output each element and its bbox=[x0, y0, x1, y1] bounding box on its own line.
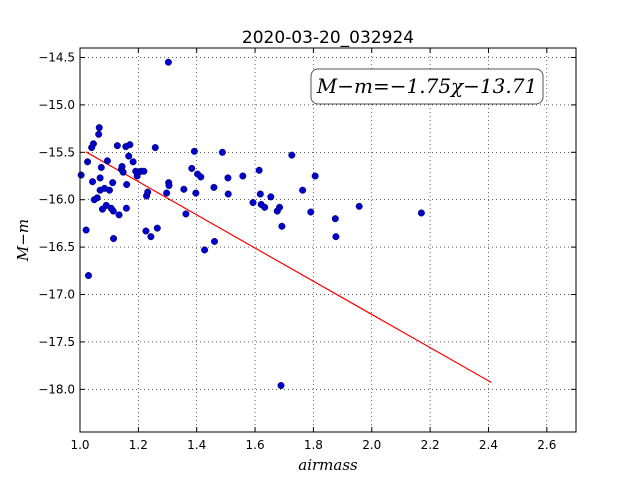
data-point bbox=[89, 140, 97, 148]
fit-equation-frame bbox=[310, 68, 544, 105]
data-point bbox=[96, 174, 104, 182]
data-point bbox=[192, 189, 200, 197]
plot-frame bbox=[79, 47, 577, 433]
data-point bbox=[190, 147, 198, 155]
data-point bbox=[89, 178, 97, 186]
data-point bbox=[119, 168, 127, 176]
data-point bbox=[93, 194, 101, 202]
x-tick-label: 1.8 bbox=[304, 438, 323, 452]
data-point bbox=[97, 163, 105, 171]
x-tick-label: 1.0 bbox=[70, 438, 89, 452]
data-point bbox=[126, 141, 134, 149]
data-point bbox=[133, 172, 141, 180]
data-point bbox=[188, 164, 196, 172]
data-point bbox=[277, 382, 285, 390]
x-tick-label: 1.6 bbox=[246, 438, 265, 452]
data-point bbox=[307, 208, 315, 216]
fit-line-layer bbox=[85, 151, 492, 383]
data-point bbox=[109, 179, 117, 187]
data-point bbox=[239, 172, 247, 180]
axis-ticks: 1.0 1.2 1.4 1.6 1.8 2.0 2.2 2.4 2.6 −14.5 −15.0 −15… bbox=[38, 48, 576, 452]
data-point bbox=[77, 171, 85, 179]
data-point bbox=[142, 227, 150, 235]
data-point bbox=[103, 157, 111, 165]
data-point bbox=[311, 172, 319, 180]
fit-line bbox=[85, 151, 492, 383]
data-point bbox=[267, 193, 275, 201]
data-point bbox=[115, 211, 123, 219]
data-point bbox=[84, 272, 92, 280]
data-point bbox=[151, 144, 159, 152]
data-point bbox=[211, 237, 219, 245]
data-point bbox=[276, 203, 284, 211]
data-point bbox=[299, 186, 307, 194]
y-tick-label: −15.5 bbox=[38, 145, 75, 159]
data-point bbox=[288, 151, 296, 159]
data-point bbox=[355, 202, 363, 210]
data-point bbox=[113, 142, 121, 150]
data-point bbox=[224, 174, 232, 182]
data-point bbox=[218, 148, 226, 156]
data-point bbox=[201, 246, 209, 254]
data-point bbox=[197, 173, 205, 181]
data-point bbox=[182, 210, 190, 218]
data-point bbox=[105, 186, 113, 194]
y-tick-label: −18.0 bbox=[38, 382, 75, 396]
data-point bbox=[118, 163, 126, 171]
x-tick-label: 1.2 bbox=[129, 438, 148, 452]
y-axis-label: M−m bbox=[14, 219, 32, 262]
plot-area bbox=[80, 48, 576, 432]
data-point bbox=[278, 222, 286, 230]
grid-lines bbox=[80, 48, 576, 432]
data-point bbox=[417, 209, 425, 217]
y-tick-label: −16.5 bbox=[38, 240, 75, 254]
data-point bbox=[249, 199, 257, 207]
data-point bbox=[153, 224, 161, 232]
data-point bbox=[331, 215, 339, 223]
data-point bbox=[210, 183, 218, 191]
data-point bbox=[147, 233, 155, 241]
data-point bbox=[332, 233, 340, 241]
x-axis-label: airmass bbox=[298, 456, 358, 474]
x-tick-label: 2.4 bbox=[479, 438, 498, 452]
data-point bbox=[180, 185, 188, 193]
data-point bbox=[95, 124, 103, 132]
x-tick-label: 1.4 bbox=[187, 438, 206, 452]
data-point bbox=[163, 189, 171, 197]
data-point bbox=[84, 158, 92, 166]
data-point bbox=[256, 190, 264, 198]
fit-equation-box: M−m=−1.75χ−13.71 bbox=[310, 68, 544, 105]
data-point bbox=[109, 207, 117, 215]
y-tick-label: −16.0 bbox=[38, 193, 75, 207]
data-point bbox=[110, 235, 118, 243]
x-tick-label: 2.6 bbox=[537, 438, 556, 452]
data-points bbox=[77, 58, 425, 390]
data-point bbox=[224, 190, 232, 198]
y-tick-label: −17.5 bbox=[38, 335, 75, 349]
data-point bbox=[164, 58, 172, 66]
data-point bbox=[255, 166, 263, 174]
y-tick-label: −17.0 bbox=[38, 288, 75, 302]
data-point bbox=[144, 188, 152, 196]
fit-equation: M−m=−1.75χ−13.71 bbox=[316, 74, 537, 98]
data-point bbox=[261, 203, 269, 211]
data-point bbox=[122, 204, 130, 212]
x-tick-label: 2.0 bbox=[362, 438, 381, 452]
data-point bbox=[165, 181, 173, 189]
y-tick-label: −15.0 bbox=[38, 98, 75, 112]
chart-title: 2020-03-20_032924 bbox=[242, 28, 414, 48]
data-point bbox=[82, 226, 90, 234]
data-point bbox=[140, 167, 148, 175]
x-tick-label: 2.2 bbox=[421, 438, 440, 452]
data-point bbox=[95, 130, 103, 138]
data-point bbox=[125, 152, 133, 160]
y-tick-label: −14.5 bbox=[38, 50, 75, 64]
data-point bbox=[129, 158, 137, 166]
data-point bbox=[123, 181, 131, 189]
